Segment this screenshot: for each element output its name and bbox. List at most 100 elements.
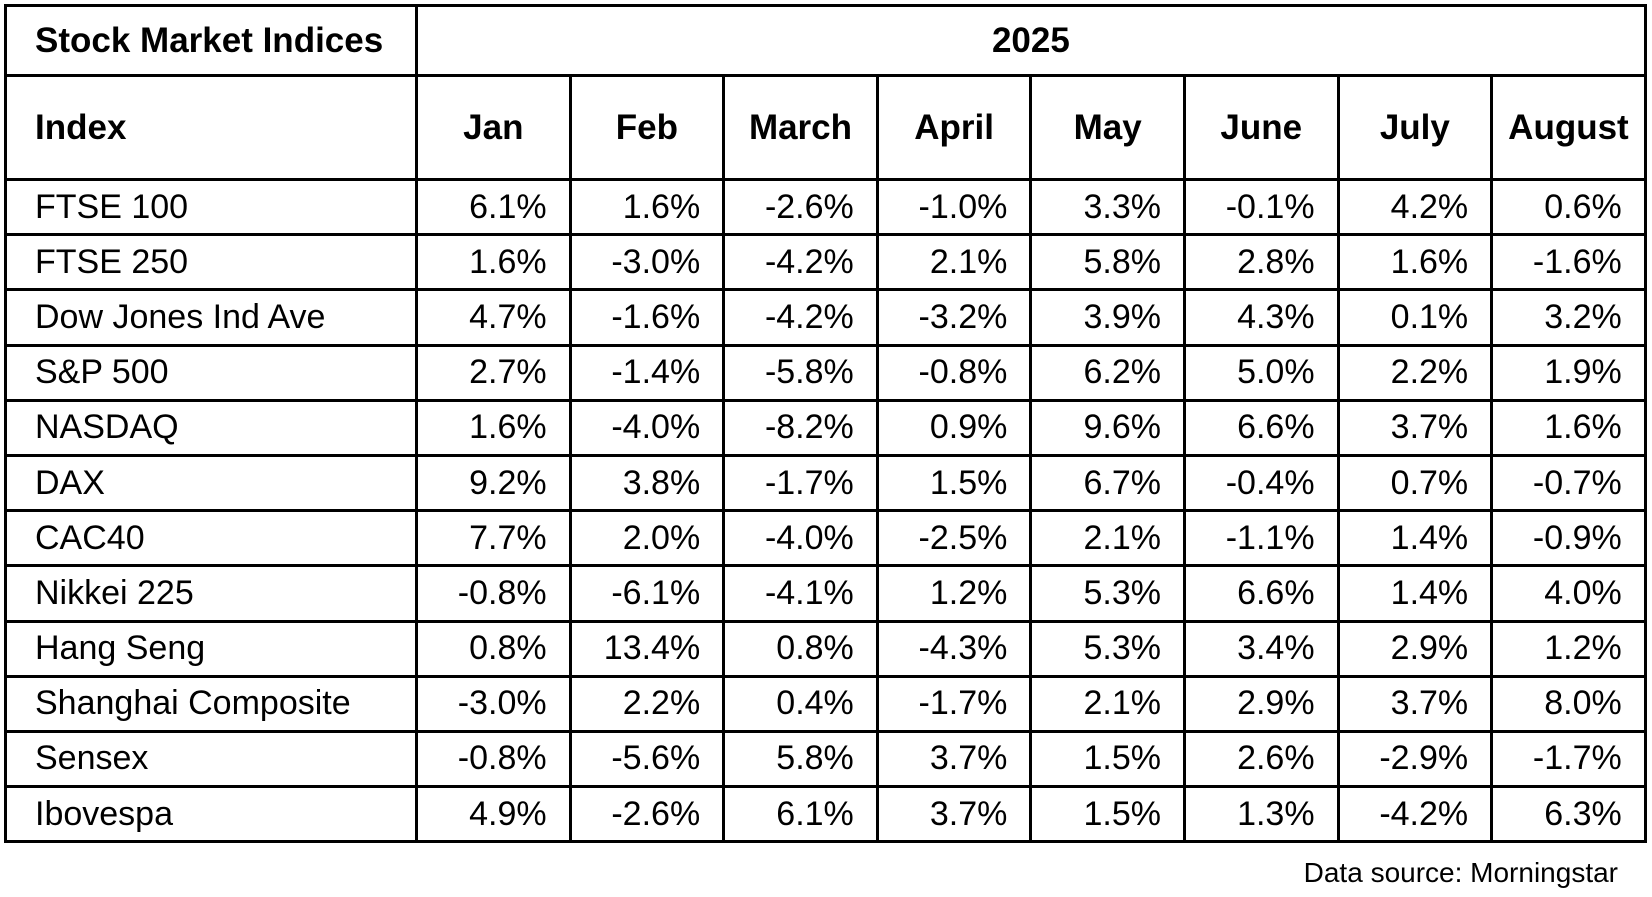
return-value-cell: 3.3% <box>1029 177 1186 237</box>
return-value-cell: 1.5% <box>875 453 1033 513</box>
index-name-cell: Ibovespa <box>4 785 418 844</box>
return-value-cell: 0.4% <box>722 674 879 733</box>
return-value-cell: 2.9% <box>1336 619 1494 678</box>
return-value-cell: -0.4% <box>1182 453 1340 513</box>
return-value-cell: 13.4% <box>568 619 726 678</box>
return-value-cell: 1.6% <box>568 177 726 237</box>
index-returns-table-container: Stock Market Indices 2025 Index Jan Feb Ma… <box>4 4 1647 844</box>
return-value-cell: 1.9% <box>1490 343 1647 402</box>
return-value-cell: 4.9% <box>415 785 572 844</box>
table-row: Ibovespa 4.9% -2.6% 6.1% 3.7% 1.5% 1.3% -4.2% 6.… <box>4 785 1647 844</box>
return-value-cell: -1.6% <box>1490 233 1647 292</box>
return-value-cell: 2.8% <box>1182 233 1340 292</box>
table-row: NASDAQ 1.6% -4.0% -8.2% 0.9% 9.6% 6.6% 3.7% 1.6% <box>4 398 1647 457</box>
table-row: FTSE 100 6.1% 1.6% -2.6% -1.0% 3.3% -0.1% 4.2% 0… <box>4 177 1647 237</box>
return-value-cell: -2.9% <box>1336 729 1494 789</box>
table-row: Nikkei 225 -0.8% -6.1% -4.1% 1.2% 5.3% 6.6% 1.4… <box>4 564 1647 623</box>
return-value-cell: -4.2% <box>722 233 879 292</box>
return-value-cell: 5.8% <box>722 729 879 789</box>
return-value-cell: 0.8% <box>415 619 572 678</box>
return-value-cell: 1.4% <box>1336 564 1494 623</box>
return-value-cell: -0.7% <box>1490 453 1647 513</box>
return-value-cell: 1.6% <box>1490 398 1647 457</box>
return-value-cell: 0.1% <box>1336 288 1494 347</box>
index-name-cell: FTSE 100 <box>4 177 418 237</box>
month-header: August <box>1490 74 1647 181</box>
index-name-cell: Shanghai Composite <box>4 674 418 733</box>
return-value-cell: -2.6% <box>568 785 726 844</box>
return-value-cell: -3.0% <box>568 233 726 292</box>
return-value-cell: 2.9% <box>1182 674 1340 733</box>
month-header: May <box>1029 74 1186 181</box>
return-value-cell: 3.7% <box>1336 398 1494 457</box>
return-value-cell: -5.6% <box>568 729 726 789</box>
return-value-cell: 1.6% <box>415 233 572 292</box>
return-value-cell: 2.1% <box>875 233 1033 292</box>
return-value-cell: 2.6% <box>1182 729 1340 789</box>
return-value-cell: 4.3% <box>1182 288 1340 347</box>
return-value-cell: -1.7% <box>1490 729 1647 789</box>
return-value-cell: 5.3% <box>1029 564 1186 623</box>
return-value-cell: 8.0% <box>1490 674 1647 733</box>
table-row: FTSE 250 1.6% -3.0% -4.2% 2.1% 5.8% 2.8% 1.6% -1… <box>4 233 1647 292</box>
return-value-cell: 0.9% <box>875 398 1033 457</box>
return-value-cell: 2.7% <box>415 343 572 402</box>
index-name-cell: FTSE 250 <box>4 233 418 292</box>
return-value-cell: 5.8% <box>1029 233 1186 292</box>
table-row: Sensex -0.8% -5.6% 5.8% 3.7% 1.5% 2.6% -2.9% -1.… <box>4 729 1647 789</box>
return-value-cell: 4.2% <box>1336 177 1494 237</box>
return-value-cell: 5.3% <box>1029 619 1186 678</box>
return-value-cell: 1.2% <box>1490 619 1647 678</box>
return-value-cell: 6.6% <box>1182 564 1340 623</box>
return-value-cell: -1.6% <box>568 288 726 347</box>
return-value-cell: -2.6% <box>722 177 879 237</box>
return-value-cell: -4.0% <box>722 509 879 568</box>
return-value-cell: -4.1% <box>722 564 879 623</box>
return-value-cell: -6.1% <box>568 564 726 623</box>
return-value-cell: 6.7% <box>1029 453 1186 513</box>
return-value-cell: -0.9% <box>1490 509 1647 568</box>
index-name-cell: Hang Seng <box>4 619 418 678</box>
return-value-cell: 7.7% <box>415 509 572 568</box>
data-source-note: Data source: Morningstar <box>1303 857 1618 888</box>
return-value-cell: -0.8% <box>415 564 572 623</box>
return-value-cell: -5.8% <box>722 343 879 402</box>
return-value-cell: 3.7% <box>875 729 1033 789</box>
return-value-cell: -1.0% <box>875 177 1033 237</box>
return-value-cell: 1.6% <box>415 398 572 457</box>
return-value-cell: 6.1% <box>415 177 572 237</box>
return-value-cell: 2.2% <box>568 674 726 733</box>
return-value-cell: 2.0% <box>568 509 726 568</box>
return-value-cell: 3.9% <box>1029 288 1186 347</box>
table-row: CAC40 7.7% 2.0% -4.0% -2.5% 2.1% -1.1% 1.4% -0.9… <box>4 509 1647 568</box>
return-value-cell: 1.6% <box>1336 233 1494 292</box>
return-value-cell: 3.4% <box>1182 619 1340 678</box>
return-value-cell: 0.7% <box>1336 453 1494 513</box>
return-value-cell: 1.5% <box>1029 729 1186 789</box>
return-value-cell: 3.7% <box>1336 674 1494 733</box>
return-value-cell: -4.3% <box>875 619 1033 678</box>
return-value-cell: 1.3% <box>1182 785 1340 844</box>
return-value-cell: 3.2% <box>1490 288 1647 347</box>
return-value-cell: -1.1% <box>1182 509 1340 568</box>
column-header-row: Index Jan Feb March April May June July August <box>4 74 1647 181</box>
return-value-cell: 5.0% <box>1182 343 1340 402</box>
index-name-cell: Dow Jones Ind Ave <box>4 288 418 347</box>
index-name-cell: CAC40 <box>4 509 418 568</box>
year-header: 2025 <box>415 4 1647 77</box>
month-header: Jan <box>415 74 572 181</box>
return-value-cell: -0.1% <box>1182 177 1340 237</box>
return-value-cell: 2.1% <box>1029 674 1186 733</box>
return-value-cell: -1.4% <box>568 343 726 402</box>
table-row: Hang Seng 0.8% 13.4% 0.8% -4.3% 5.3% 3.4% 2.9% 1… <box>4 619 1647 678</box>
return-value-cell: 9.2% <box>415 453 572 513</box>
table-row: DAX 9.2% 3.8% -1.7% 1.5% 6.7% -0.4% 0.7% -0.7% <box>4 453 1647 513</box>
return-value-cell: -2.5% <box>875 509 1033 568</box>
return-value-cell: -3.0% <box>415 674 572 733</box>
return-value-cell: 6.1% <box>722 785 879 844</box>
return-value-cell: 6.2% <box>1029 343 1186 402</box>
return-value-cell: 2.2% <box>1336 343 1494 402</box>
title-row: Stock Market Indices 2025 <box>4 4 1647 77</box>
return-value-cell: -3.2% <box>875 288 1033 347</box>
return-value-cell: 3.8% <box>568 453 726 513</box>
